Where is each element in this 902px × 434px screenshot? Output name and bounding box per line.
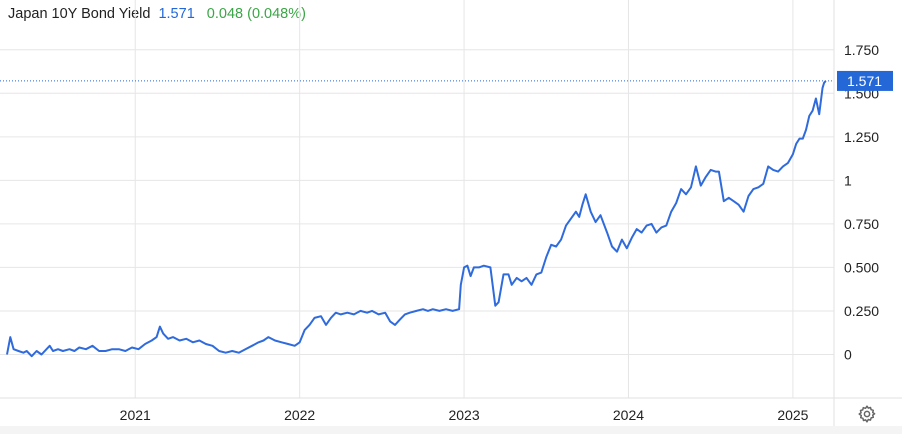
instrument-name: Japan 10Y Bond Yield (8, 6, 151, 22)
x-tick-label: 2022 (284, 407, 315, 423)
x-tick-label: 2024 (613, 407, 644, 423)
scrollbar-track[interactable] (0, 426, 902, 434)
y-tick-label: 0.750 (844, 216, 879, 232)
x-tick-label: 2025 (777, 407, 808, 423)
series-line[interactable] (6, 80, 827, 358)
chart-header: Japan 10Y Bond Yield 1.571 0.048 (0.048%… (8, 6, 306, 22)
x-tick-label: 2023 (448, 407, 479, 423)
y-tick-label: 1.750 (844, 42, 879, 58)
gear-icon[interactable] (857, 404, 877, 424)
last-value-label: 1.571 (847, 73, 882, 89)
price-change: 0.048 (0.048%) (206, 6, 306, 22)
y-tick-label: 0 (844, 346, 852, 362)
y-tick-label: 1.250 (844, 129, 879, 145)
y-tick-label: 1 (844, 172, 852, 188)
last-value-badge (837, 70, 893, 91)
x-tick-label: 2021 (120, 407, 151, 423)
current-price: 1.571 (158, 6, 195, 22)
y-tick-label: 0.250 (844, 303, 879, 319)
y-tick-label: 0.500 (844, 259, 879, 275)
